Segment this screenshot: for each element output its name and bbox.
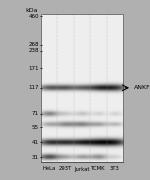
Bar [40, 14, 123, 162]
Text: 238: 238 [28, 48, 39, 53]
Text: 460: 460 [28, 14, 39, 19]
Text: 117: 117 [28, 85, 39, 90]
Text: 55: 55 [32, 125, 39, 130]
Text: 293T: 293T [59, 166, 72, 172]
Text: Jurkat: Jurkat [74, 166, 90, 172]
Text: 71: 71 [32, 111, 39, 116]
Text: HeLa: HeLa [42, 166, 55, 172]
Text: ANKFY1: ANKFY1 [134, 85, 150, 90]
Text: 31: 31 [32, 155, 39, 159]
Text: 41: 41 [32, 140, 39, 145]
Text: 268: 268 [28, 42, 39, 47]
Text: kDa: kDa [25, 8, 38, 13]
Text: 171: 171 [28, 66, 39, 71]
Text: TCMK: TCMK [91, 166, 105, 172]
Bar [40, 14, 123, 162]
Text: 3T3: 3T3 [110, 166, 120, 172]
